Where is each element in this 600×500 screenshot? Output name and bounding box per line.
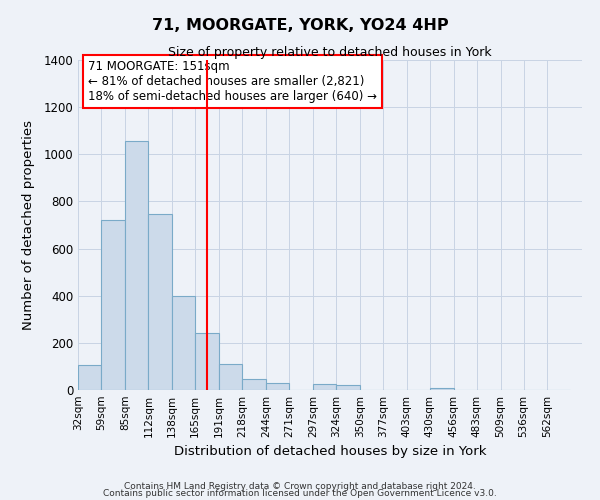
Text: 71 MOORGATE: 151sqm
← 81% of detached houses are smaller (2,821)
18% of semi-det: 71 MOORGATE: 151sqm ← 81% of detached ho… (88, 60, 377, 103)
Bar (219, 364, 242, 390)
Bar (148, 214, 172, 390)
Bar (266, 384, 289, 390)
Bar (242, 378, 266, 390)
Text: 71, MOORGATE, YORK, YO24 4HP: 71, MOORGATE, YORK, YO24 4HP (152, 18, 448, 32)
Bar (195, 333, 219, 390)
Bar (336, 386, 360, 390)
Text: Contains HM Land Registry data © Crown copyright and database right 2024.: Contains HM Land Registry data © Crown c… (124, 482, 476, 491)
Bar (313, 384, 336, 390)
X-axis label: Distribution of detached houses by size in York: Distribution of detached houses by size … (174, 446, 486, 458)
Y-axis label: Number of detached properties: Number of detached properties (22, 120, 35, 330)
Text: Contains public sector information licensed under the Open Government Licence v3: Contains public sector information licen… (103, 489, 497, 498)
Bar (78, 365, 101, 390)
Bar (172, 296, 195, 390)
Title: Size of property relative to detached houses in York: Size of property relative to detached ho… (168, 46, 492, 59)
Bar (125, 142, 148, 390)
Bar (101, 220, 125, 390)
Bar (430, 388, 454, 390)
